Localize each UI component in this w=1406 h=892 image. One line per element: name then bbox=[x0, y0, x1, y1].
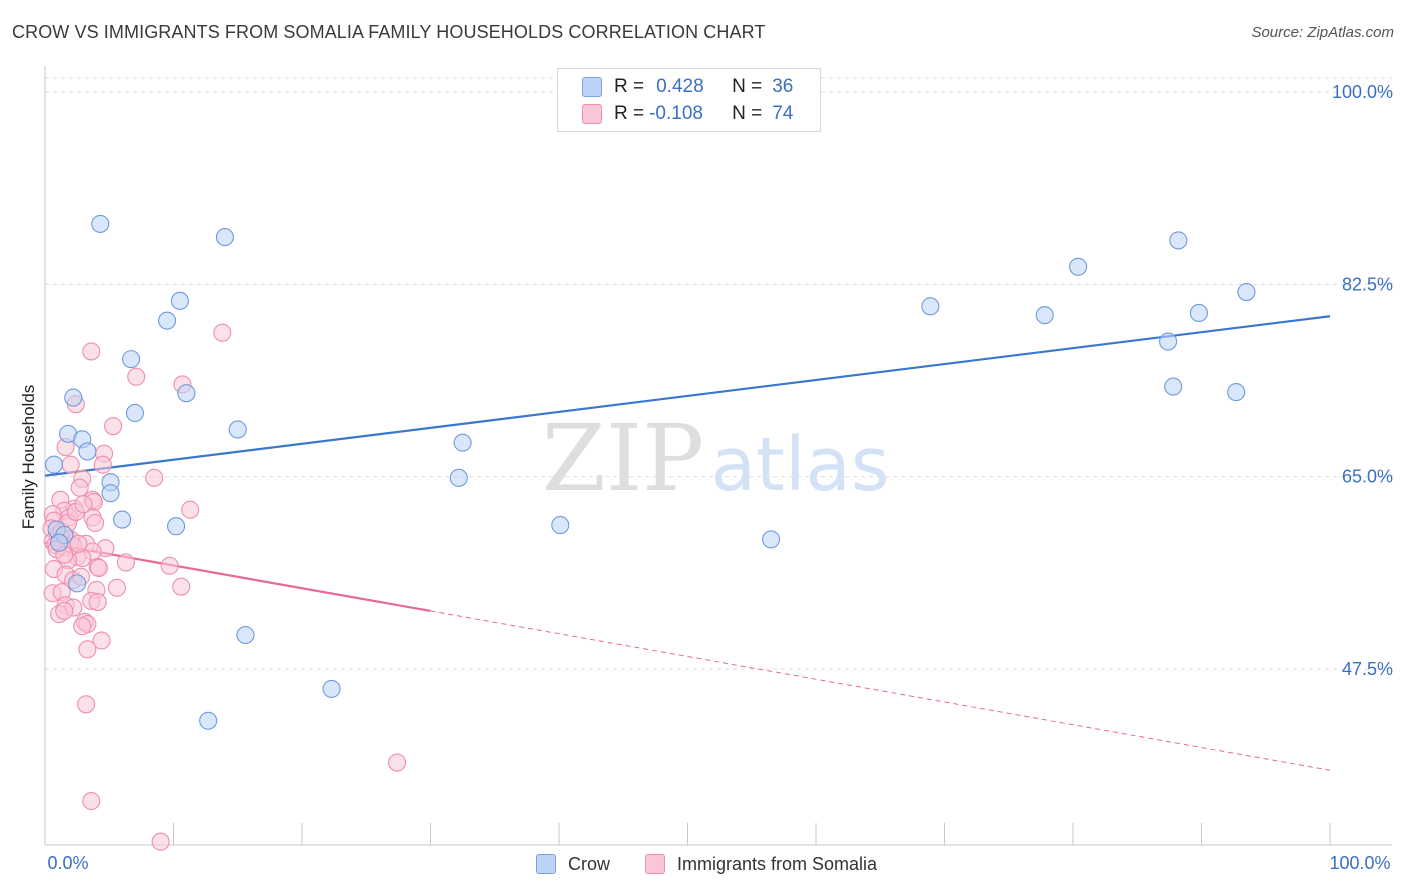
crow-point bbox=[228, 420, 247, 439]
crow-point bbox=[1164, 377, 1183, 396]
somalia-point bbox=[77, 695, 96, 714]
crow-point bbox=[1189, 303, 1208, 322]
somalia-point bbox=[107, 578, 127, 597]
bottom-legend-label-crow: Crow bbox=[568, 853, 611, 874]
y-axis-title: Family Households bbox=[19, 385, 38, 530]
y-tick-label: 82.5% bbox=[1342, 274, 1393, 294]
crow-point bbox=[113, 510, 132, 529]
crow-point bbox=[1169, 231, 1188, 250]
crow-point bbox=[215, 228, 234, 247]
crow-point bbox=[761, 530, 781, 549]
crow-point bbox=[199, 711, 218, 730]
somalia-point bbox=[93, 455, 112, 474]
somalia-point bbox=[74, 495, 93, 514]
crow-point bbox=[322, 679, 341, 698]
watermark-atlas: atlas bbox=[711, 422, 890, 508]
somalia-point bbox=[92, 631, 111, 650]
crow-point bbox=[453, 433, 472, 452]
somalia-point bbox=[82, 791, 101, 811]
legend: R = 0.428 N = 36 R = -0.108 N = 74 bbox=[557, 68, 821, 132]
crow-point bbox=[236, 625, 255, 645]
crow-point bbox=[44, 455, 64, 474]
crow-point bbox=[177, 384, 196, 403]
x-tick-label: 100.0% bbox=[1329, 853, 1390, 873]
crow-point bbox=[68, 574, 87, 593]
crow-point bbox=[1237, 283, 1256, 302]
crow-point bbox=[78, 442, 97, 461]
y-tick-label: 65.0% bbox=[1342, 467, 1393, 487]
watermark: ZIP atlas bbox=[542, 405, 890, 512]
axis-labels: 100.0% 82.5% 65.0% 47.5% 0.0% 100.0% Family Ho… bbox=[19, 82, 1393, 873]
somalia-point bbox=[145, 468, 164, 487]
somalia-point bbox=[213, 323, 232, 342]
crow-point bbox=[1035, 306, 1054, 325]
crow-point bbox=[64, 388, 83, 407]
somalia-point bbox=[69, 534, 88, 553]
somalia-point bbox=[82, 342, 101, 361]
somalia-point bbox=[61, 455, 80, 474]
legend-swatch-somalia bbox=[582, 104, 602, 124]
somalia-point bbox=[160, 556, 179, 575]
axes bbox=[44, 66, 1392, 846]
source-label: Source: ZipAtlas.com bbox=[1251, 24, 1394, 41]
legend-row-somalia: R = -0.108 N = 74 bbox=[582, 101, 793, 127]
crow-point bbox=[101, 484, 120, 503]
legend-r-label: R = bbox=[614, 76, 645, 97]
somalia-point bbox=[70, 478, 89, 497]
crow-point bbox=[125, 403, 144, 423]
bottom-legend-swatch-crow bbox=[536, 854, 556, 874]
somalia-point bbox=[78, 640, 97, 659]
somalia-point bbox=[116, 553, 136, 572]
somalia-point bbox=[181, 500, 200, 519]
trend-line-extension bbox=[430, 610, 1331, 771]
legend-r-value: -0.108 bbox=[649, 103, 703, 124]
data-points bbox=[42, 214, 1256, 851]
crow-point bbox=[551, 516, 570, 535]
somalia-point bbox=[151, 832, 170, 851]
crow-point bbox=[1069, 257, 1088, 276]
crow-point bbox=[449, 468, 468, 487]
crow-point bbox=[158, 311, 177, 330]
somalia-point bbox=[73, 617, 92, 636]
crow-point bbox=[1227, 383, 1246, 402]
watermark-zip: ZIP bbox=[542, 405, 704, 512]
legend-swatch-crow bbox=[582, 77, 602, 97]
chart-title: CROW VS IMMIGRANTS FROM SOMALIA FAMILY H… bbox=[12, 22, 766, 42]
bottom-legend-label-somalia: Immigrants from Somalia bbox=[677, 853, 878, 874]
crow-point bbox=[921, 297, 940, 316]
somalia-point bbox=[55, 601, 74, 620]
crow-point bbox=[170, 291, 189, 310]
legend-n-label: N = bbox=[732, 76, 763, 97]
somalia-point bbox=[388, 753, 407, 772]
crow-point bbox=[50, 533, 69, 552]
y-tick-label: 100.0% bbox=[1332, 82, 1393, 102]
somalia-point bbox=[86, 513, 105, 532]
trend-lines bbox=[44, 315, 1331, 771]
crow-point bbox=[1159, 332, 1178, 351]
somalia-point bbox=[172, 577, 191, 596]
trend-line-crow bbox=[44, 315, 1331, 477]
crow-point bbox=[122, 350, 141, 369]
legend-r-label: R = bbox=[614, 103, 645, 124]
crow-point bbox=[167, 517, 186, 536]
somalia-point bbox=[104, 417, 123, 436]
y-tick-label: 47.5% bbox=[1342, 659, 1393, 679]
legend-n-value: 74 bbox=[772, 103, 794, 124]
somalia-point bbox=[89, 558, 109, 578]
somalia-point bbox=[127, 367, 146, 386]
x-tick-label: 0.0% bbox=[47, 853, 88, 873]
legend-row-crow: R = 0.428 N = 36 bbox=[582, 74, 793, 100]
bottom-legend-somalia: Immigrants from Somalia bbox=[645, 851, 877, 877]
legend-r-value: 0.428 bbox=[656, 76, 704, 97]
somalia-point bbox=[88, 593, 107, 612]
crow-point bbox=[91, 214, 110, 233]
bottom-legend-swatch-somalia bbox=[645, 854, 665, 874]
legend-n-value: 36 bbox=[772, 76, 794, 97]
gridlines bbox=[45, 77, 1392, 670]
legend-n-label: N = bbox=[732, 103, 763, 124]
bottom-legend-crow: Crow bbox=[536, 851, 610, 877]
